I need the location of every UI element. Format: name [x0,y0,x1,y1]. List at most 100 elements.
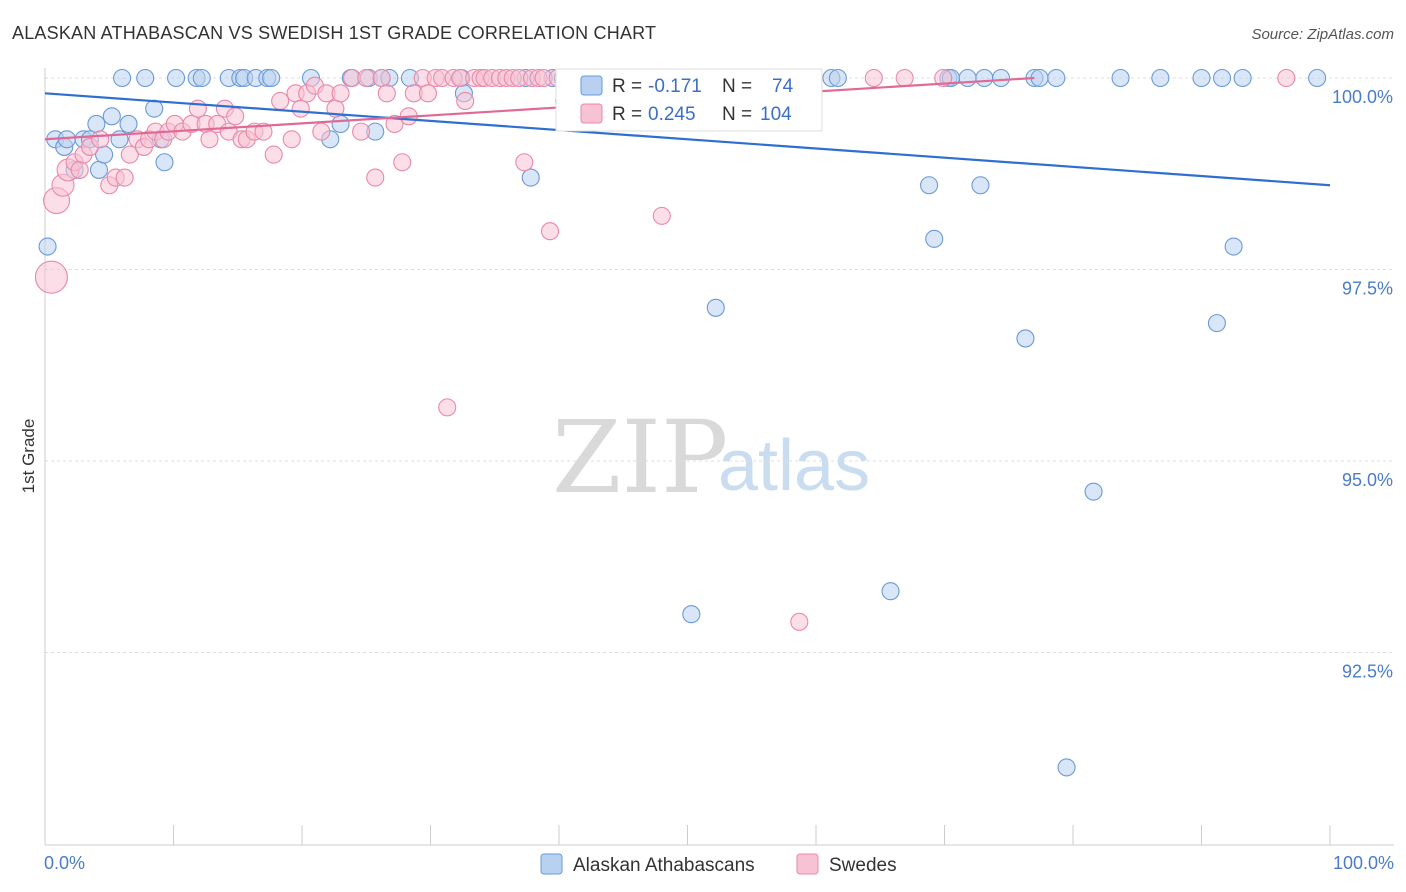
stats-legend: R = -0.171 N = 74 R = 0.245 N = 104 [555,68,823,132]
data-point [521,168,540,187]
data-point [89,160,109,179]
y-tick-label: 92.5% [1342,662,1393,682]
data-point [1111,68,1130,88]
data-point [120,145,139,164]
data-point [920,176,939,195]
data-point [119,114,138,134]
trend-lines [44,76,1331,187]
data-point [145,99,164,118]
data-point [254,122,273,141]
data-point [975,68,994,88]
data-point [331,84,350,103]
series-legend: Alaskan Athabascans Swedes [540,853,897,876]
data-point [102,107,121,126]
data-point [456,91,475,111]
chart-source: Source: ZipAtlas.com [1251,26,1394,43]
bottom-legend-swatch-athabascan [540,853,563,875]
data-point [271,91,290,111]
data-point [438,398,457,417]
data-point [652,206,671,225]
x-tick-label-min: 0.0% [44,853,85,873]
data-point [136,68,155,88]
y-tick-label: 95.0% [1342,470,1393,490]
chart-title: ALASKAN ATHABASCAN VS SWEDISH 1ST GRADE … [12,23,656,43]
data-point [991,68,1011,88]
data-point [167,68,186,88]
data-point [372,68,391,88]
data-point [864,68,883,88]
data-point [1151,68,1170,88]
legend-swatch-athabascan [580,75,603,96]
data-point [1308,68,1327,88]
data-point [91,130,110,149]
watermark: ZIP atlas [552,399,870,516]
data-point [958,68,977,88]
data-point [393,153,412,172]
swedes-trend-line [44,76,1035,141]
data-point [377,84,396,103]
data-point [925,229,944,248]
data-point [113,68,132,88]
data-point [971,176,990,195]
y-tick-label: 97.5% [1342,279,1393,299]
data-point [357,68,376,88]
data-point [1047,68,1066,88]
x-ticks [44,825,1331,845]
data-point [38,237,57,256]
legend-n-value-athabascan: 74 [772,76,794,97]
y-gridlines: 100.0% 97.5% 95.0% 92.5% [45,77,1394,682]
data-point [192,68,211,88]
data-point [934,68,953,88]
data-point [515,153,534,172]
data-point [540,222,560,241]
data-point [87,114,106,134]
data-point [226,107,245,126]
x-tick-label-max: 100.0% [1333,853,1394,873]
data-point [1016,329,1035,348]
data-point [706,298,725,317]
y-tick-label: 100.0% [1332,87,1393,107]
data-point [1233,68,1252,88]
data-point [70,160,89,179]
legend-r-label-athabascan: R = [612,76,642,97]
data-point [828,68,847,88]
data-point [262,68,281,88]
data-point [115,168,134,187]
legend-n-label-swedes: N = [722,104,752,125]
swedes-points [34,68,1296,631]
data-point [155,153,174,172]
data-point [895,68,914,88]
bottom-legend-label-athabascan: Alaskan Athabascans [573,855,755,876]
data-point [188,99,207,118]
legend-r-label-swedes: R = [612,104,642,125]
legend-r-value-athabascan: -0.171 [648,76,702,97]
watermark-zip: ZIP [552,399,728,516]
watermark-atlas: atlas [718,426,870,506]
data-point [418,84,437,103]
legend-swatch-swedes [580,103,603,124]
data-point [1224,237,1243,256]
data-point [34,260,68,294]
legend-n-value-swedes: 104 [760,104,792,125]
legend-n-label-athabascan: N = [722,76,752,97]
bottom-legend-label-swedes: Swedes [829,855,897,876]
data-point [1084,482,1103,501]
data-point [312,122,331,141]
data-point [282,130,301,149]
y-axis-label: 1st Grade [19,419,38,494]
bottom-legend-swatch-swedes [796,853,819,875]
legend-r-value-swedes: 0.245 [648,104,696,125]
data-point [291,99,310,118]
data-point [682,605,701,624]
data-point [331,114,350,134]
data-point [881,582,900,601]
data-point [1207,314,1226,333]
data-point [1213,68,1232,88]
data-point [366,168,385,187]
data-point [352,122,371,141]
athabascan-trend-line [44,92,1331,187]
data-point [790,612,809,631]
data-point [200,130,219,149]
data-point [1057,758,1076,777]
